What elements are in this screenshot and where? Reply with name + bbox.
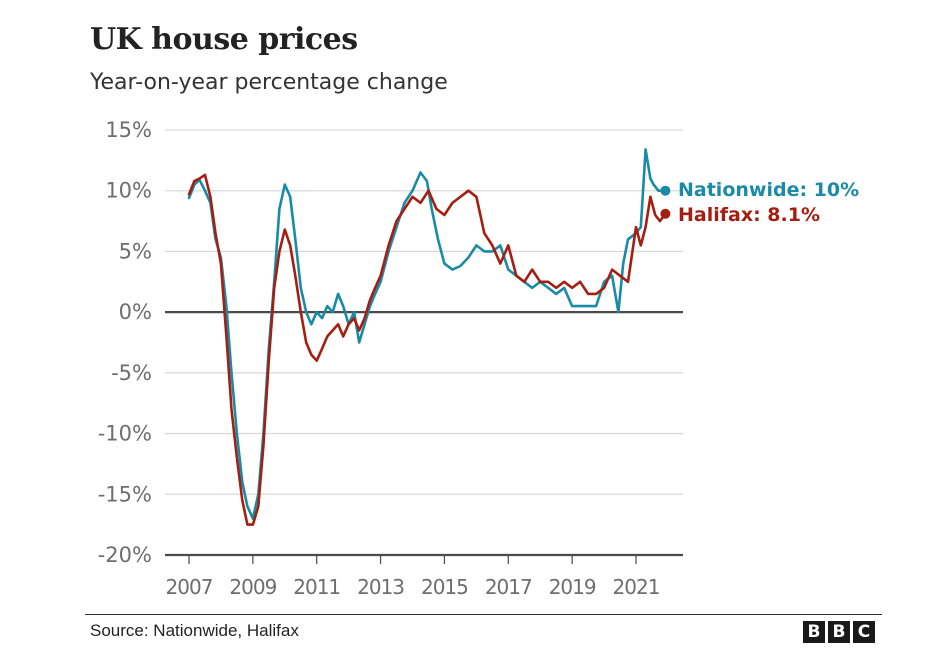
x-tick-label: 2013 — [357, 575, 404, 599]
end-label-halifax: Halifax: 8.1% — [678, 204, 820, 226]
x-axis: 2007 2009 2011 2013 2015 2017 2019 2021 — [166, 555, 660, 599]
bbc-logo: B B C — [803, 621, 875, 643]
x-tick-label: 2021 — [613, 575, 660, 599]
chart-plot: 15%10%5%0%-5%-10%-15%-20% 2007 2009 2011 20… — [98, 118, 859, 599]
source-note: Source: Nationwide, Halifax — [90, 621, 299, 640]
x-tick-label: 2007 — [166, 575, 213, 599]
y-tick-label: -15% — [98, 482, 152, 506]
bbc-logo-letter: B — [803, 621, 825, 643]
y-tick-label: 0% — [119, 300, 152, 324]
chart-title: UK house prices — [90, 22, 358, 57]
chart-subtitle: Year-on-year percentage change — [90, 70, 448, 95]
end-labels: Nationwide: 10% Halifax: 8.1% — [660, 179, 859, 226]
y-axis-tick-labels: 15% 10% 5% 0% -5% -10% -15% -20% — [98, 118, 152, 567]
bbc-logo-letter: C — [853, 621, 875, 643]
x-tick-label: 2019 — [549, 575, 596, 599]
y-tick-label: 15% — [105, 118, 152, 142]
series-lines — [187, 148, 667, 526]
x-tick-label: 2011 — [293, 575, 340, 599]
y-tick-label: 5% — [119, 239, 152, 263]
y-tick-label: -5% — [111, 361, 152, 385]
footer-divider — [85, 614, 882, 615]
x-tick-label: 2009 — [229, 575, 276, 599]
series-line-halifax — [187, 173, 667, 526]
series-line-nationwide — [187, 148, 667, 520]
x-tick-label: 2017 — [485, 575, 532, 599]
x-tick-label: 2015 — [421, 575, 468, 599]
y-tick-label: -10% — [98, 422, 152, 446]
y-tick-label: -20% — [98, 543, 152, 567]
end-label-nationwide: Nationwide: 10% — [678, 179, 859, 201]
bbc-logo-letter: B — [828, 621, 850, 643]
end-point-nationwide — [660, 185, 671, 196]
y-tick-label: 10% — [105, 179, 152, 203]
gridlines — [165, 129, 683, 557]
end-point-halifax — [660, 208, 671, 219]
